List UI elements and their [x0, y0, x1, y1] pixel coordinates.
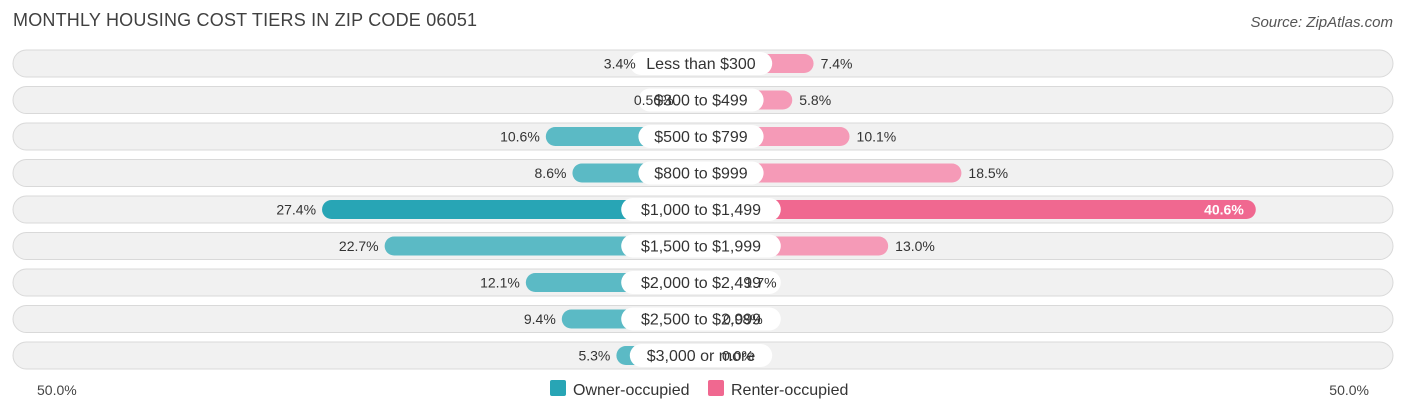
owner-value-label: 27.4%	[276, 202, 316, 218]
renter-value-label: 40.6%	[1204, 202, 1244, 218]
legend-label-renter: Renter-occupied	[731, 382, 848, 399]
legend-swatch-owner	[550, 380, 566, 396]
category-label: $2,500 to $2,999	[641, 312, 761, 329]
chart-source: Source: ZipAtlas.com	[1250, 14, 1393, 31]
renter-value-label: 10.1%	[857, 129, 897, 145]
renter-bar	[701, 163, 962, 183]
owner-value-label: 10.6%	[500, 129, 540, 145]
renter-value-label: 5.8%	[799, 92, 831, 108]
chart-title: MONTHLY HOUSING COST TIERS IN ZIP CODE 0…	[13, 10, 478, 30]
category-pill	[629, 52, 773, 75]
category-label: $1,500 to $1,999	[641, 239, 761, 256]
category-pill	[638, 161, 764, 185]
category-pill	[621, 198, 781, 221]
axis-right-label: 50.0%	[1329, 382, 1369, 398]
renter-value-label: 13.0%	[895, 238, 935, 254]
owner-value-label: 0.56%	[634, 92, 674, 108]
renter-value-label: 0.08%	[723, 311, 763, 327]
category-pill	[638, 125, 764, 148]
legend-swatch-renter	[708, 380, 724, 396]
legend-label-owner: Owner-occupied	[573, 382, 690, 399]
category-label: $3,000 or more	[647, 348, 756, 365]
category-pill	[638, 88, 764, 112]
renter-bar	[701, 200, 1256, 219]
category-label: Less than $300	[646, 56, 756, 73]
owner-value-label: 8.6%	[535, 165, 567, 181]
category-label: $300 to $499	[654, 93, 748, 110]
category-pill	[621, 307, 781, 331]
renter-value-label: 0.0%	[722, 348, 754, 364]
category-label: $2,000 to $2,499	[641, 275, 761, 292]
category-pill	[621, 271, 781, 294]
owner-value-label: 22.7%	[339, 238, 379, 254]
renter-value-label: 1.7%	[745, 275, 777, 291]
owner-value-label: 9.4%	[524, 311, 556, 327]
owner-bar	[384, 236, 701, 256]
category-label: $800 to $999	[654, 166, 748, 183]
category-label: $1,000 to $1,499	[641, 202, 761, 219]
owner-value-label: 12.1%	[480, 275, 520, 291]
category-pill	[629, 344, 773, 367]
renter-value-label: 18.5%	[968, 165, 1008, 181]
category-label: $500 to $799	[654, 129, 748, 146]
renter-value-label: 7.4%	[821, 56, 853, 72]
category-pill	[621, 234, 781, 258]
owner-value-label: 3.4%	[604, 56, 636, 72]
owner-value-label: 5.3%	[578, 348, 610, 364]
axis-left-label: 50.0%	[37, 382, 77, 398]
owner-bar	[322, 200, 701, 219]
